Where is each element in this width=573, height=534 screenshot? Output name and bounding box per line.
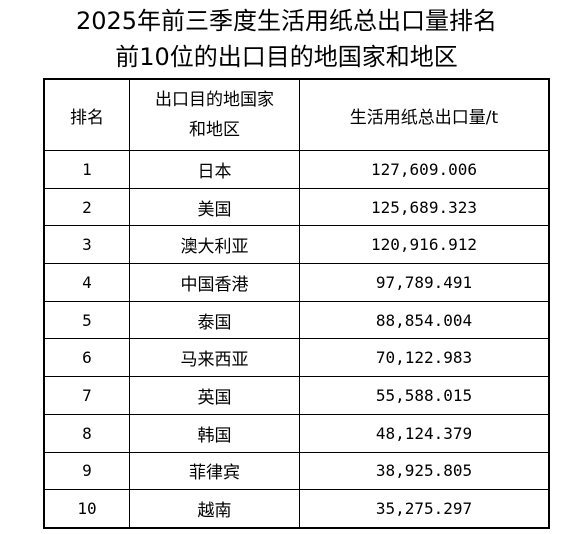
table-row: 3 澳大利亚 120,916.912 bbox=[43, 225, 550, 265]
table-cell: 3 bbox=[43, 225, 130, 265]
table-row: 4 中国香港 97,789.491 bbox=[43, 263, 550, 302]
table-cell: 6 bbox=[43, 338, 130, 378]
table-cell: 70,122.983 bbox=[299, 338, 550, 378]
table-cell: 5 bbox=[43, 300, 130, 340]
table-cell: 48,124.379 bbox=[299, 413, 550, 453]
header-cell: 出口目的地国家和地区 bbox=[129, 78, 300, 151]
table-cell: 125,689.323 bbox=[299, 187, 550, 227]
header-cell: 排名 bbox=[43, 78, 130, 151]
table-cell: 10 bbox=[43, 489, 130, 529]
table-cell: 127,609.006 bbox=[299, 150, 550, 189]
table-cell: 菲律宾 bbox=[129, 451, 300, 491]
header-text: 出口目的地国家和地区 bbox=[154, 90, 274, 140]
table: 排名 出口目的地国家和地区 生活用纸总出口量/t 1 日本 127,609.006 2 美国… bbox=[43, 78, 550, 529]
table-row: 5 泰国 88,854.004 bbox=[43, 300, 550, 340]
table-cell: 8 bbox=[43, 413, 130, 453]
table-row: 10 越南 35,275.297 bbox=[43, 489, 550, 529]
table-cell: 美国 bbox=[129, 187, 300, 227]
table-cell: 35,275.297 bbox=[299, 489, 550, 529]
table-cell: 马来西亚 bbox=[129, 338, 300, 378]
table-cell: 泰国 bbox=[129, 300, 300, 340]
table-cell: 英国 bbox=[129, 376, 300, 415]
table-cell: 4 bbox=[43, 263, 130, 302]
table-cell: 7 bbox=[43, 376, 130, 415]
header-text: 生活用纸总出口量/t bbox=[349, 107, 499, 128]
table-row: 2 美国 125,689.323 bbox=[43, 187, 550, 227]
table-cell: 越南 bbox=[129, 489, 300, 529]
table-row: 8 韩国 48,124.379 bbox=[43, 413, 550, 453]
table-row: 6 马来西亚 70,122.983 bbox=[43, 338, 550, 378]
table-cell: 88,854.004 bbox=[299, 300, 550, 340]
table-cell: 韩国 bbox=[129, 413, 300, 453]
table-cell: 中国香港 bbox=[129, 263, 300, 302]
table-cell: 55,588.015 bbox=[299, 376, 550, 415]
table-cell: 1 bbox=[43, 150, 130, 189]
table-cell: 澳大利亚 bbox=[129, 225, 300, 265]
header-text: 排名 bbox=[70, 107, 104, 128]
table-row: 1 日本 127,609.006 bbox=[43, 150, 550, 189]
table-row: 7 英国 55,588.015 bbox=[43, 376, 550, 415]
table-cell: 97,789.491 bbox=[299, 263, 550, 302]
title-line: 2025年前三季度生活用纸总出口量排名 bbox=[75, 7, 498, 35]
table-cell: 9 bbox=[43, 451, 130, 491]
table-body: 1 日本 127,609.006 2 美国 125,689.323 3 澳大利亚 120,916… bbox=[43, 150, 550, 529]
table-cell: 2 bbox=[43, 187, 130, 227]
table-cell: 日本 bbox=[129, 150, 300, 189]
table-row: 9 菲律宾 38,925.805 bbox=[43, 451, 550, 491]
header-cell: 生活用纸总出口量/t bbox=[299, 78, 550, 151]
title-line: 前10位的出口目的地国家和地区 bbox=[115, 43, 458, 71]
table-cell: 120,916.912 bbox=[299, 225, 550, 265]
table-cell: 38,925.805 bbox=[299, 451, 550, 491]
header-row: 排名 出口目的地国家和地区 生活用纸总出口量/t bbox=[43, 78, 550, 151]
